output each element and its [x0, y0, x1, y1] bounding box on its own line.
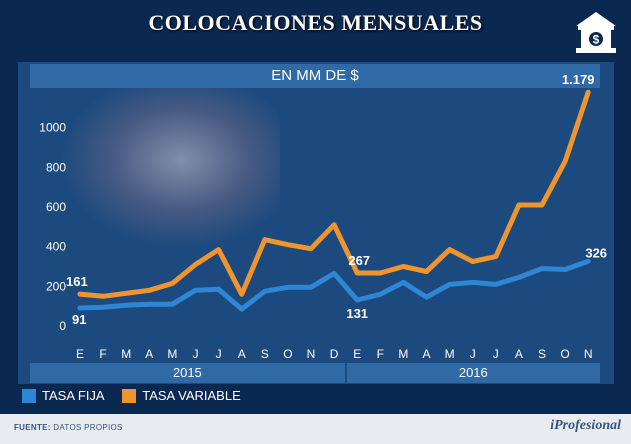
legend-label-tasa-fija: TASA FIJA [42, 388, 105, 403]
svg-text:$: $ [593, 33, 600, 47]
x-tick-label: M [167, 347, 177, 361]
legend-swatch-tasa-variable [122, 388, 137, 403]
data-label: 131 [346, 306, 368, 321]
x-tick-label: F [99, 347, 106, 361]
chart-subtitle: EN MM DE $ [271, 67, 359, 84]
data-label: 161 [66, 274, 88, 289]
data-label: 267 [348, 253, 370, 268]
x-tick-label: S [538, 347, 546, 361]
year-label-2016: 2016 [346, 363, 600, 383]
x-tick-label: E [76, 347, 84, 361]
y-tick-label: 200 [46, 279, 66, 293]
y-tick-label: 600 [46, 200, 66, 214]
legend: TASA FIJA TASA VARIABLE [22, 388, 255, 406]
x-tick-label: J [216, 347, 222, 361]
x-tick-label: J [493, 347, 499, 361]
legend-item-tasa-variable: TASA VARIABLE [122, 388, 241, 403]
x-tick-label: J [193, 347, 199, 361]
x-tick-label: E [353, 347, 361, 361]
legend-label-tasa-variable: TASA VARIABLE [142, 388, 241, 403]
bank-dollar-icon: $ [576, 12, 616, 53]
legend-swatch-tasa-fija [22, 388, 36, 403]
money-photo-background [60, 88, 280, 248]
x-tick-label: N [307, 347, 316, 361]
x-tick-label: A [515, 347, 523, 361]
data-label: 326 [585, 245, 607, 260]
y-tick-label: 800 [46, 160, 66, 174]
x-tick-label: O [283, 347, 292, 361]
data-label: 91 [72, 312, 86, 327]
source-label: FUENTE: [14, 423, 51, 432]
y-tick-label: 400 [46, 240, 66, 254]
x-tick-label: N [584, 347, 593, 361]
data-label: 1.179 [562, 72, 595, 87]
x-tick-label: M [445, 347, 455, 361]
legend-item-tasa-fija: TASA FIJA [22, 388, 105, 403]
y-tick-label: 0 [59, 319, 66, 333]
x-tick-label: M [398, 347, 408, 361]
series-line-tasa-fija [77, 258, 591, 312]
x-tick-label: M [121, 347, 131, 361]
brand-logo: iProfesional [550, 418, 621, 433]
year-label-2015: 2015 [30, 363, 345, 383]
source-value: DATOS PROPIOS [53, 423, 123, 432]
chart-title: COLOCACIONES MENSUALES [148, 10, 483, 35]
subtitle-bar [30, 64, 600, 88]
source-note: FUENTE: DATOS PROPIOS [14, 423, 123, 432]
footer-bar [0, 414, 631, 444]
x-tick-label: D [330, 347, 339, 361]
x-tick-label: S [261, 347, 269, 361]
x-tick-label: A [422, 347, 430, 361]
series-line-tasa-variable [77, 89, 591, 299]
x-tick-label: A [238, 347, 246, 361]
x-tick-label: F [377, 347, 384, 361]
y-tick-label: 1000 [39, 121, 66, 135]
x-tick-label: A [145, 347, 153, 361]
x-tick-label: O [560, 347, 569, 361]
x-tick-label: J [470, 347, 476, 361]
